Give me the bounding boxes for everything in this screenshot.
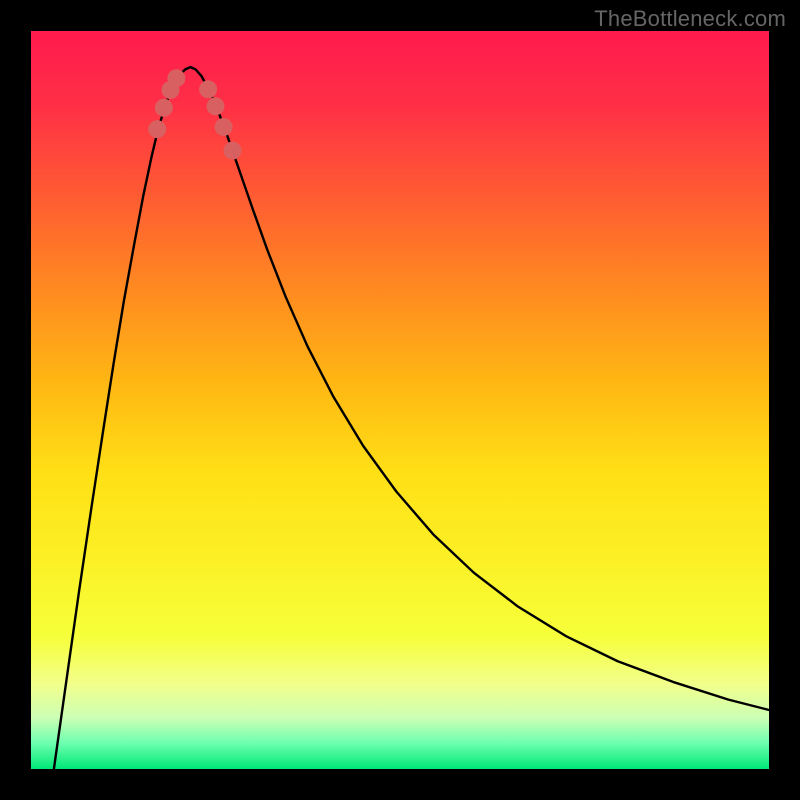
bottleneck-curve <box>31 31 769 769</box>
curve-marker <box>199 80 217 98</box>
curve-marker <box>223 142 241 160</box>
curve-path <box>54 67 769 769</box>
curve-marker <box>207 97 225 115</box>
curve-marker <box>155 99 173 117</box>
curve-marker <box>167 69 185 87</box>
chart-frame: TheBottleneck.com <box>0 0 800 800</box>
watermark-text: TheBottleneck.com <box>594 6 786 32</box>
plot-area <box>31 31 769 769</box>
curve-marker <box>215 118 233 136</box>
curve-marker <box>148 120 166 138</box>
